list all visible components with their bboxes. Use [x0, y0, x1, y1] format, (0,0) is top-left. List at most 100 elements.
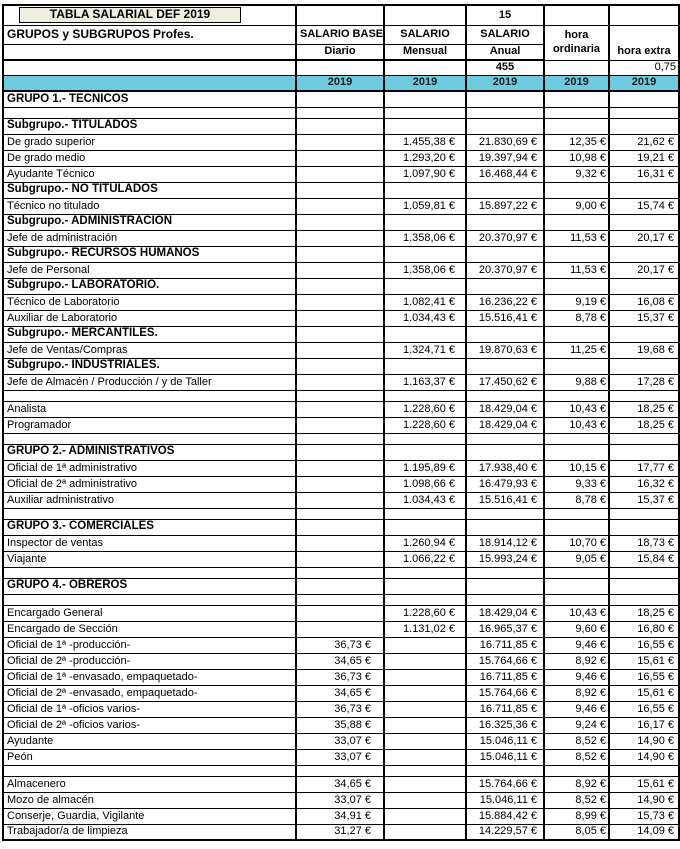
- table-row: Oficial de 2ª -oficios varios- 35,88 € 1…: [2, 716, 680, 734]
- cell-salario-mensual: 1.059,81 €: [383, 197, 467, 215]
- cell-hora-ordinaria: [543, 764, 610, 777]
- cell-hora-extra: [608, 518, 680, 536]
- cell-label: Programador: [2, 416, 297, 434]
- cell-hora-ordinaria: 8,99 €: [543, 807, 610, 825]
- cell-salario-mensual: [383, 652, 467, 670]
- table-row: Auxiliar administrativo 1.034,43 € 15.51…: [2, 491, 680, 509]
- cell-hora-extra: 16,32 €: [608, 475, 680, 493]
- anual-factor-value: 455: [465, 59, 545, 76]
- cell-salario-anual: [465, 245, 545, 263]
- cell-hora-extra: [608, 117, 680, 135]
- cell-salario-mensual: [383, 732, 467, 750]
- cell-hora-ordinaria: 9,46 €: [543, 636, 610, 654]
- cell-label: Oficial de 2ª -oficios varios-: [2, 716, 297, 734]
- cell-hora-extra: 15,61 €: [608, 652, 680, 670]
- cell-hora-extra: 16,55 €: [608, 636, 680, 654]
- cell-salario-mensual: [383, 507, 467, 520]
- cell-salario-base-diario: [295, 309, 385, 327]
- cell-hora-ordinaria: 11,53 €: [543, 261, 610, 279]
- cell-hora-ordinaria: [543, 443, 610, 461]
- cell-hora-extra: 15,73 €: [608, 807, 680, 825]
- cell-hora-ordinaria: 8,92 €: [543, 684, 610, 702]
- cell-salario-anual: [465, 117, 545, 135]
- cell-salario-base-diario: [295, 325, 385, 343]
- cell-salario-anual: 18.429,04 €: [465, 416, 545, 434]
- cell-salario-base-diario: [295, 117, 385, 135]
- cell-salario-base-diario: [295, 518, 385, 536]
- cell-salario-anual: [465, 213, 545, 231]
- cell-salario-mensual: [383, 668, 467, 686]
- cell-salario-anual: [465, 443, 545, 461]
- cell-label: GRUPO 4.- OBREROS: [2, 577, 297, 595]
- table-row: Encargado de Sección 1.131,02 € 16.965,3…: [2, 620, 680, 638]
- cell-salario-anual: 16.711,85 €: [465, 668, 545, 686]
- cell-salario-anual: 18.429,04 €: [465, 604, 545, 622]
- cell-salario-mensual: [383, 823, 467, 841]
- cell-salario-base-diario: [295, 604, 385, 622]
- cell-salario-mensual: [383, 277, 467, 295]
- cell-hora-ordinaria: 10,70 €: [543, 534, 610, 552]
- table-row: Jefe de Ventas/Compras 1.324,71 € 19.870…: [2, 341, 680, 359]
- spacer-row: [2, 764, 680, 777]
- cell-hora-extra: 14,90 €: [608, 748, 680, 766]
- cell-salario-anual: [465, 90, 545, 108]
- cell-hora-extra: 18,25 €: [608, 604, 680, 622]
- cell-salario-base-diario: [295, 293, 385, 311]
- cell-label: Oficial de 2ª -envasado, empaquetado-: [2, 684, 297, 702]
- extra-factor-value: 0,75: [608, 59, 680, 76]
- cell-label: Subgrupo.- LABORATORIO.: [2, 277, 297, 295]
- cell-label: Analista: [2, 400, 297, 418]
- cell-hora-extra: [608, 106, 680, 119]
- cell-salario-mensual: [383, 775, 467, 793]
- header-row-columns-bottom: Diario Mensual Anual: [2, 43, 679, 61]
- cell-hora-ordinaria: 9,33 €: [543, 475, 610, 493]
- cell-label: Subgrupo.- NO TITULADOS: [2, 181, 297, 199]
- salary-sheet: TABLA SALARIAL DEF 2019 15 GRUPOS y SUBG…: [2, 4, 680, 841]
- cell-salario-anual: 17.450,62 €: [465, 373, 545, 391]
- table-title: TABLA SALARIAL DEF 2019: [19, 7, 241, 24]
- cell-salario-base-diario: [295, 106, 385, 119]
- empty-cell: [608, 4, 680, 26]
- cell-hora-ordinaria: [543, 325, 610, 343]
- cell-label: Oficial de 1ª administrativo: [2, 459, 297, 477]
- cell-hora-extra: 15,37 €: [608, 309, 680, 327]
- year-cell: 2019: [383, 74, 467, 92]
- cell-salario-anual: 17.938,40 €: [465, 459, 545, 477]
- table-row: Auxiliar de Laboratorio 1.034,43 € 15.51…: [2, 309, 680, 327]
- cell-hora-ordinaria: 9,05 €: [543, 550, 610, 568]
- cell-salario-mensual: 1.097,90 €: [383, 165, 467, 183]
- cell-salario-base-diario: [295, 357, 385, 375]
- cell-salario-anual: 15.046,11 €: [465, 748, 545, 766]
- cell-label: Conserje, Guardia, Vigilante: [2, 807, 297, 825]
- cell-hora-extra: [608, 507, 680, 520]
- cell-label: Inspector de ventas: [2, 534, 297, 552]
- table-row: Oficial de 1ª -envasado, empaquetado- 36…: [2, 668, 680, 686]
- cell-hora-extra: [608, 566, 680, 579]
- cell-salario-base-diario: [295, 432, 385, 445]
- cell-hora-ordinaria: [543, 245, 610, 263]
- cell-hora-ordinaria: [543, 593, 610, 606]
- cell-hora-ordinaria: 9,00 €: [543, 197, 610, 215]
- cell-salario-anual: 19.397,94 €: [465, 149, 545, 167]
- cell-label: Ayudante Técnico: [2, 165, 297, 183]
- cell-salario-anual: [465, 106, 545, 119]
- cell-salario-base-diario: [295, 566, 385, 579]
- cell-hora-extra: 14,90 €: [608, 732, 680, 750]
- cell-label: Jefe de administración: [2, 229, 297, 247]
- cell-label: Trabajador/a de limpieza: [2, 823, 297, 841]
- cell-hora-extra: [608, 357, 680, 375]
- cell-hora-extra: 18,25 €: [608, 416, 680, 434]
- cell-hora-extra: 16,55 €: [608, 668, 680, 686]
- cell-salario-base-diario: [295, 149, 385, 167]
- cell-hora-ordinaria: 9,32 €: [543, 165, 610, 183]
- cell-hora-ordinaria: 8,52 €: [543, 748, 610, 766]
- cell-salario-anual: 16.325,36 €: [465, 716, 545, 734]
- column-header-salario-base: SALARIO BASE: [295, 24, 385, 45]
- cell-hora-extra: [608, 577, 680, 595]
- cell-salario-anual: [465, 389, 545, 402]
- cell-hora-extra: 14,90 €: [608, 791, 680, 809]
- cell-label: Oficial de 1ª -producción-: [2, 636, 297, 654]
- cell-hora-extra: [608, 432, 680, 445]
- cell-salario-mensual: 1.098,66 €: [383, 475, 467, 493]
- table-row: Jefe de Personal 1.358,06 € 20.370,97 € …: [2, 261, 680, 279]
